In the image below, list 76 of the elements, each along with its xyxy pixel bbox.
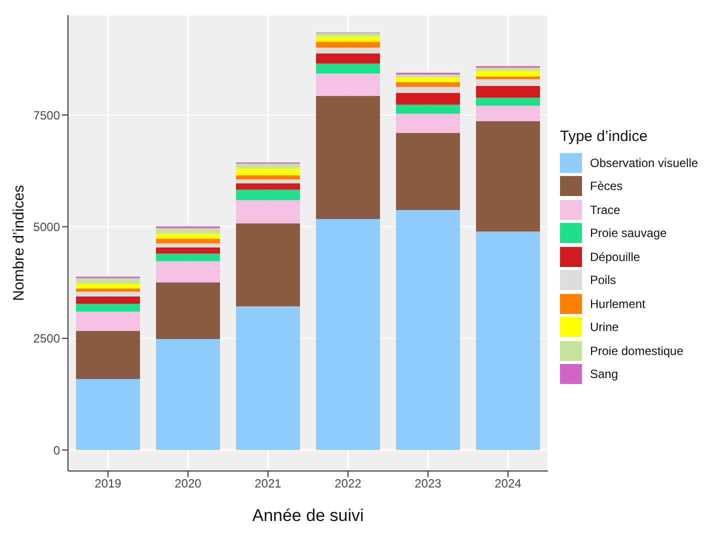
y-tick-label: 5000 <box>33 220 60 234</box>
legend-label: Poils <box>590 273 616 288</box>
bar <box>396 210 460 450</box>
bar <box>76 288 140 292</box>
bar <box>236 183 300 190</box>
bar <box>156 228 220 234</box>
legend-label: Fèces <box>590 179 623 194</box>
bar <box>76 296 140 304</box>
legend-label: Urine <box>590 320 619 334</box>
bar <box>396 77 460 82</box>
x-tick-label: 2024 <box>494 476 522 491</box>
y-tick-label: 0 <box>53 443 60 458</box>
legend-label: Dépouille <box>590 250 640 264</box>
bar <box>476 121 540 232</box>
bar <box>236 306 300 450</box>
bar <box>156 338 220 450</box>
x-tick-label: 2020 <box>174 476 202 491</box>
legend-label: Observation visuelle <box>590 156 698 170</box>
bar <box>236 179 300 184</box>
bar <box>476 98 540 106</box>
bar <box>156 282 220 339</box>
bar <box>396 92 460 105</box>
bar <box>156 234 220 239</box>
bar <box>156 261 220 282</box>
legend-label: Sang <box>590 367 618 382</box>
bar <box>396 132 460 210</box>
bar <box>76 292 140 296</box>
legend-title: Type d’indice <box>560 128 649 145</box>
bar <box>156 248 220 254</box>
bar <box>236 190 300 200</box>
y-tick-label: 2500 <box>33 332 60 346</box>
bar <box>476 106 540 122</box>
bar <box>76 312 140 331</box>
bar <box>236 168 300 176</box>
legend-label: Hurlement <box>590 296 646 311</box>
bar <box>396 86 460 93</box>
bar <box>156 254 220 262</box>
bar <box>156 238 220 244</box>
bar <box>76 378 140 450</box>
bar <box>476 79 540 86</box>
bar <box>156 243 220 248</box>
bar <box>396 104 460 114</box>
bar <box>316 48 380 54</box>
x-axis-title: Année de suivi <box>252 506 364 525</box>
x-tick-label: 2022 <box>334 476 362 491</box>
bar <box>316 219 380 450</box>
legend-label: Proie domestique <box>590 344 684 358</box>
bar <box>76 304 140 312</box>
bar <box>476 68 540 71</box>
bar <box>396 82 460 87</box>
bar <box>316 33 380 37</box>
bar <box>316 96 380 220</box>
bar <box>316 36 380 42</box>
bar <box>316 53 380 64</box>
x-tick-label: 2019 <box>94 476 122 491</box>
bar <box>236 223 300 306</box>
bar <box>316 64 380 74</box>
bar <box>476 70 540 76</box>
x-tick-label: 2021 <box>254 476 282 491</box>
bar <box>236 175 300 180</box>
bar <box>236 164 300 169</box>
x-tick-label: 2023 <box>414 476 442 491</box>
bar <box>396 114 460 133</box>
legend-label: Trace <box>590 202 620 217</box>
bar <box>396 74 460 78</box>
legend-label: Proie sauvage <box>590 226 667 240</box>
y-axis-title: Nombre d’indices <box>10 185 28 301</box>
bar <box>76 330 140 379</box>
bar <box>76 278 140 284</box>
bar <box>316 42 380 48</box>
bar <box>476 231 540 450</box>
bar <box>76 284 140 288</box>
bar <box>316 73 380 96</box>
bar <box>236 200 300 224</box>
bar <box>476 86 540 98</box>
y-tick-label: 7500 <box>33 108 60 122</box>
